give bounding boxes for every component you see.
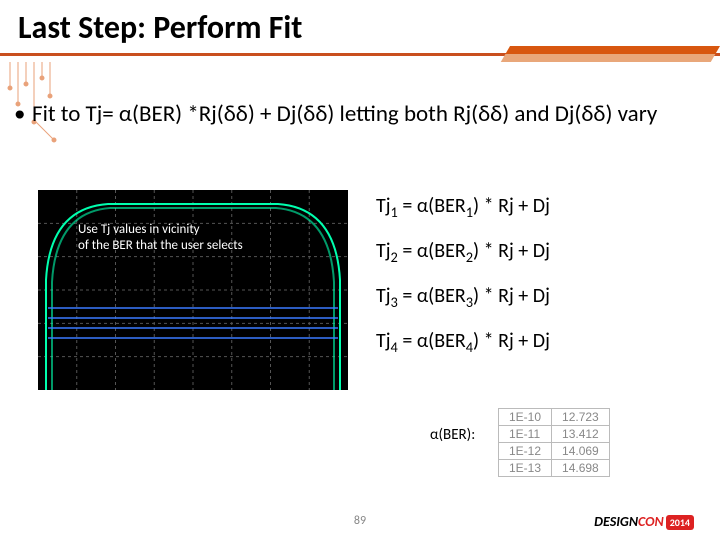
table-row: 1E-1012.723: [499, 409, 610, 426]
eye-caption: Use Tj values in vicinity of the BER tha…: [78, 222, 298, 255]
page-number: 89: [354, 514, 366, 528]
eye-caption-line1: Use Tj values in vicinity: [78, 222, 298, 238]
equations-block: Tj1 = α(BER1) * Rj + Dj Tj2 = α(BER2) * …: [376, 194, 700, 374]
eye-caption-line2: of the BER that the user selects: [78, 238, 298, 254]
table-row: 1E-1314.698: [499, 460, 610, 477]
alpha-label: α(BER):: [430, 426, 475, 444]
header-accent: [501, 46, 720, 62]
table-row: 1E-1214.069: [499, 443, 610, 460]
table-row: 1E-1113.412: [499, 426, 610, 443]
equation-1: Tj1 = α(BER1) * Rj + Dj: [376, 194, 700, 221]
page-title: Last Step: Perform Fit: [18, 8, 302, 47]
conference-logo: DESIGNCON2014: [594, 513, 694, 530]
equation-4: Tj4 = α(BER4) * Rj + Dj: [376, 329, 700, 356]
bullet-main: Fit to Tj= α(BER) *Rj(δδ) + Dj(δδ) letti…: [32, 100, 690, 130]
alpha-table: 1E-1012.7231E-1113.4121E-1214.0691E-1314…: [498, 408, 610, 477]
equation-3: Tj3 = α(BER3) * Rj + Dj: [376, 284, 700, 311]
equation-2: Tj2 = α(BER2) * Rj + Dj: [376, 239, 700, 266]
eye-diagram: [38, 190, 348, 390]
